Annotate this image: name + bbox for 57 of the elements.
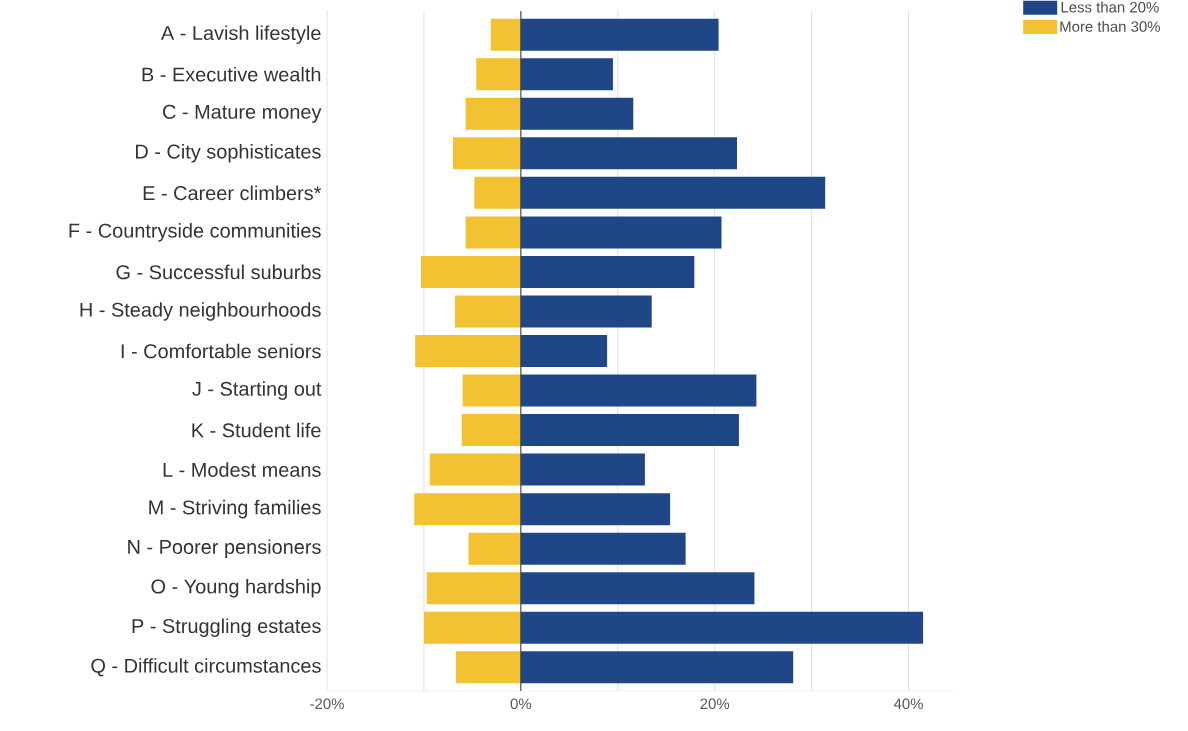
y-tick-label: L - Modest means <box>163 462 321 477</box>
bar <box>468 532 521 565</box>
y-tick-label: B - Executive wealth <box>142 66 321 82</box>
bar <box>520 255 695 288</box>
bar <box>520 572 755 605</box>
bar <box>520 295 652 328</box>
legend-label: Less than 20% <box>1061 1 1159 13</box>
y-tick-label: A - Lavish lifestyle <box>160 25 321 44</box>
y-tick-label: K - Student life <box>192 422 321 438</box>
y-tick-label: Q - Difficult circumstances <box>91 658 321 677</box>
bar <box>520 216 722 249</box>
bar <box>414 493 521 526</box>
y-tick-label: H - Steady neighbourhoods <box>80 302 321 321</box>
y-tick-label: G - Successful suburbs <box>116 264 321 280</box>
y-tick-label: F - Countryside communities <box>69 223 321 242</box>
y-tick-label: O - Young hardship <box>151 578 321 598</box>
bar <box>520 532 686 565</box>
bar <box>520 18 719 51</box>
bar <box>465 97 521 130</box>
bar <box>454 295 521 328</box>
x-tick-label: 20% <box>700 698 730 710</box>
y-tick-label: J - Starting out <box>192 381 322 400</box>
y-tick-label: E - Career climbers* <box>143 185 322 201</box>
y-tick-label: P - Struggling estates <box>132 618 321 638</box>
bar <box>520 651 794 684</box>
legend-label: More than 30% <box>1060 20 1160 32</box>
y-tick-label: M - Striving families <box>149 499 321 519</box>
bar <box>520 137 737 170</box>
bar <box>520 611 924 644</box>
y-tick-label: D - City sophisticates <box>136 144 321 163</box>
bar <box>415 334 521 367</box>
x-tick-label: 0% <box>510 698 532 710</box>
y-tick-label: I - Comfortable seniors <box>121 343 321 359</box>
bar <box>474 176 521 209</box>
bar <box>476 58 521 91</box>
bar <box>520 374 757 407</box>
bar <box>461 414 521 447</box>
bar <box>465 216 521 249</box>
bar <box>520 334 608 367</box>
bar <box>520 176 826 209</box>
bar <box>520 453 645 486</box>
bar <box>426 572 521 605</box>
bar <box>490 18 521 51</box>
bar <box>429 453 521 486</box>
bar <box>455 651 521 684</box>
bar <box>520 493 671 526</box>
x-tick-label: 40% <box>893 698 923 710</box>
bar <box>423 611 521 644</box>
y-tick-label: N - Poorer pensioners <box>128 539 321 558</box>
bar <box>462 374 521 407</box>
bar <box>453 137 521 170</box>
bar <box>520 414 739 447</box>
y-tick-label: C - Mature money <box>163 104 322 123</box>
x-tick-label: -20% <box>310 698 344 710</box>
bar <box>520 58 613 91</box>
bar <box>421 255 521 288</box>
bar <box>520 97 634 130</box>
